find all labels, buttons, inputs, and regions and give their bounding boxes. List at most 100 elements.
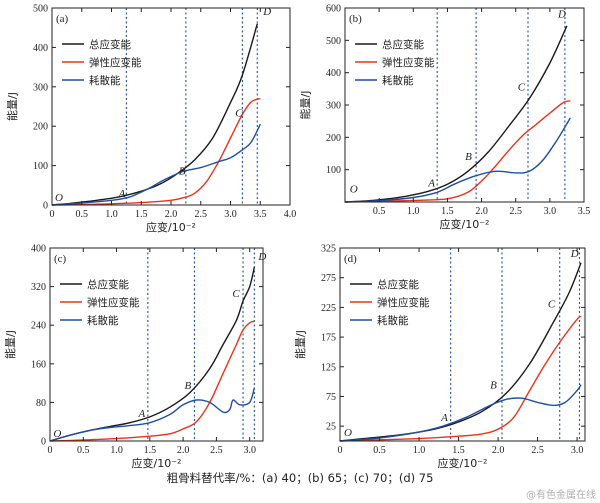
y-tick-label: 175 [321,333,336,344]
point-label-d: D [262,6,271,18]
point-label-b: B [490,380,497,392]
legend-label: 弹性应变能 [377,296,430,309]
y-axis-label: 能量/J [298,91,312,120]
legend-label: 总应变能 [382,38,424,51]
y-axis-label: 能量/J [5,92,19,121]
x-tick-label: 1.5 [135,209,148,220]
plot-frame [344,7,585,203]
y-tick-label: 400 [31,244,46,255]
x-tick-label: 1.5 [441,206,454,217]
y-axis-label: 能量/J [293,330,307,359]
x-tick-label: 2.0 [492,445,505,456]
x-tick-label: 2.5 [531,445,544,456]
series-line [49,320,255,442]
y-tick-label: 300 [33,82,48,93]
y-axis-label: 能量/J [3,330,17,359]
point-label-b: B [465,151,472,163]
series-line [49,267,255,442]
y-tick-label: 80 [36,398,46,409]
point-label-o: O [350,183,358,195]
point-label-o: O [344,427,352,439]
watermark: @有色金属在线 [526,488,596,501]
x-axis-label: 应变/10⁻² [132,456,182,470]
chart-panel-b: 0.5 1.0 1.5 2.0 2.5 3.0 3.5 100 200 300 400 500 600 应… [298,4,590,232]
x-tick-label: 3.0 [544,206,557,217]
point-label-d: D [570,248,579,260]
figure-caption: 粗骨料替代率/%：(a) 40；(b) 65；(c) 70；(d) 75 [167,471,434,485]
x-tick-label: 3.0 [243,445,256,456]
legend-label: 弹性应变能 [89,56,142,69]
x-tick-label: 3.0 [571,445,584,456]
y-tick-label: 225 [321,303,336,314]
point-label-d: D [257,251,266,263]
point-label-c: C [548,298,556,310]
point-label-o: O [53,428,61,440]
chart-panel-a: 0 0.5 1.0 1.5 2.0 2.5 3.0 3.5 4.0 0 100 200 300 400 50… [5,4,296,235]
x-tick-label: 3.5 [578,206,591,217]
series-line [51,97,261,206]
point-label-a: A [427,177,435,189]
x-tick-label: 3.0 [224,209,237,220]
legend-label: 总应变能 [377,278,419,291]
y-tick-label: 25 [326,422,336,433]
x-tick-label: 1.0 [105,209,118,220]
series-line [344,117,571,203]
series-line [344,25,568,203]
y-tick-label: 400 [33,43,48,54]
point-label-d: D [557,9,566,21]
point-label-o: O [55,192,63,204]
plot-frame [51,7,291,206]
x-tick-label: 0 [338,445,343,456]
y-tick-label: 125 [321,362,336,373]
y-tick-label: 275 [321,273,336,284]
x-tick-label: 0 [50,209,55,220]
x-tick-label: 0.5 [76,209,89,220]
y-tick-label: 600 [326,4,341,15]
x-tick-label: 2.0 [475,206,488,217]
y-tick-label: 75 [326,392,336,403]
y-tick-label: 400 [326,68,341,79]
point-label-b: B [179,165,186,177]
legend-label: 耗散能 [377,314,409,327]
y-tick-label: 100 [33,161,48,172]
x-axis-label: 应变/10⁻² [440,217,490,231]
y-tick-label: 240 [31,321,46,332]
x-tick-label: 1.5 [144,445,157,456]
plot-frame [49,247,264,442]
x-tick-label: 0.5 [77,445,90,456]
x-tick-label: 0.5 [373,445,386,456]
x-tick-label: 0 [48,445,53,456]
x-tick-label: 2.0 [165,209,178,220]
x-tick-label: 1.5 [452,445,465,456]
y-tick-label: 160 [31,359,46,370]
x-axis-label: 应变/10⁻² [146,220,196,234]
chart-panel-c: 0 0.5 1.0 1.5 2.0 2.5 3.0 0 80 160 240 320 400 应变/10⁻… [3,244,266,471]
x-tick-label: 4.0 [284,209,297,220]
x-tick-label: 0.5 [373,206,386,217]
x-axis-label: 应变/10⁻² [438,456,488,470]
x-tick-label: 2.5 [210,445,223,456]
y-tick-label: 200 [326,133,341,144]
series-line [51,23,258,206]
legend-label: 总应变能 [89,38,131,51]
point-label-c: C [232,288,240,300]
legend-label: 耗散能 [87,314,119,327]
y-tick-label: 100 [326,165,341,176]
point-label-a: A [138,408,146,420]
series-line [49,387,255,442]
legend-label: 弹性应变能 [382,56,435,69]
panel-label: (d) [344,253,357,265]
x-tick-label: 3.5 [254,209,267,220]
point-label-a: A [440,412,448,424]
plot-frame [339,247,586,442]
x-tick-label: 2.5 [509,206,522,217]
x-tick-label: 1.0 [413,445,426,456]
legend-label: 耗散能 [89,74,121,87]
point-label-a: A [118,188,126,200]
series-line [339,262,582,442]
y-tick-label: 200 [33,122,48,133]
panel-label: (b) [349,13,362,25]
point-label-b: B [184,380,191,392]
x-tick-label: 1.0 [407,206,420,217]
